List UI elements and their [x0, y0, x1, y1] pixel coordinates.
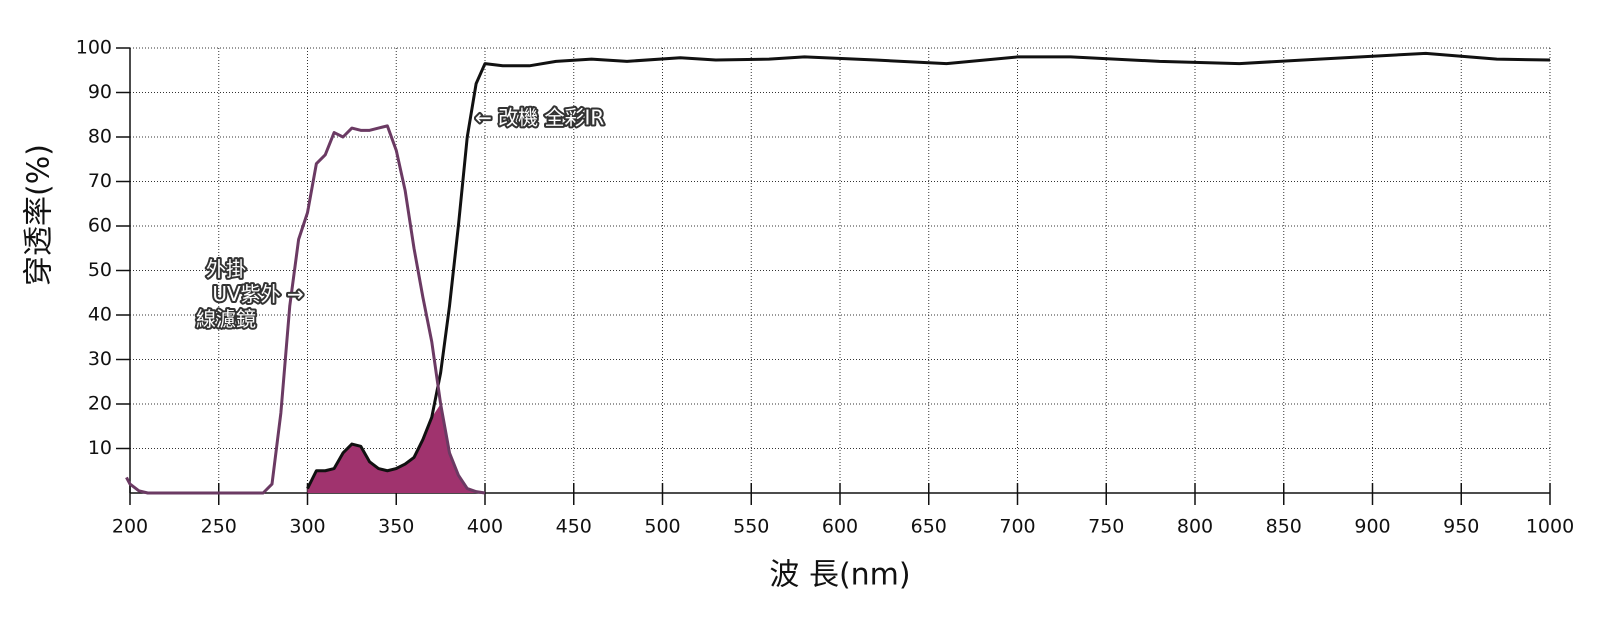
- y-tick-label: 20: [88, 393, 112, 415]
- y-tick-label: 10: [88, 437, 112, 459]
- annotation: UV紫外 →: [212, 282, 303, 306]
- annotation: 外掛: [206, 257, 246, 281]
- x-tick-label: 250: [201, 516, 237, 538]
- y-tick-label: 90: [88, 81, 112, 103]
- y-axis-label: 穿透率(%): [22, 144, 57, 286]
- series-line: [306, 51, 1551, 490]
- x-tick-label: 550: [733, 516, 769, 538]
- x-tick-label: 850: [1266, 516, 1302, 538]
- x-tick-label: 900: [1354, 516, 1390, 538]
- y-tick-label: 100: [76, 37, 112, 59]
- y-tick-label: 50: [88, 259, 112, 281]
- y-tick-label: 30: [88, 348, 112, 370]
- annotation: ← 改機 全彩IR: [475, 106, 604, 130]
- y-tick-label: 40: [88, 304, 112, 326]
- x-tick-label: 950: [1443, 516, 1479, 538]
- y-tick-label: 70: [88, 170, 112, 192]
- x-tick-label: 400: [467, 516, 503, 538]
- x-tick-label: 700: [999, 516, 1035, 538]
- x-tick-label: 300: [289, 516, 325, 538]
- x-tick-label: 800: [1177, 516, 1213, 538]
- x-tick-label: 1000: [1526, 516, 1574, 538]
- x-tick-label: 600: [822, 516, 858, 538]
- x-tick-label: 750: [1088, 516, 1124, 538]
- overlap-area: [307, 404, 485, 493]
- series-line: [125, 124, 486, 495]
- x-tick-label: 650: [911, 516, 947, 538]
- y-tick-label: 60: [88, 215, 112, 237]
- x-tick-label: 450: [556, 516, 592, 538]
- x-axis-label: 波 長(nm): [769, 558, 910, 593]
- x-tick-label: 350: [378, 516, 414, 538]
- y-tick-label: 80: [88, 126, 112, 148]
- x-tick-label: 500: [644, 516, 680, 538]
- annotation: 線濾鏡: [196, 307, 256, 331]
- x-tick-label: 200: [112, 516, 148, 538]
